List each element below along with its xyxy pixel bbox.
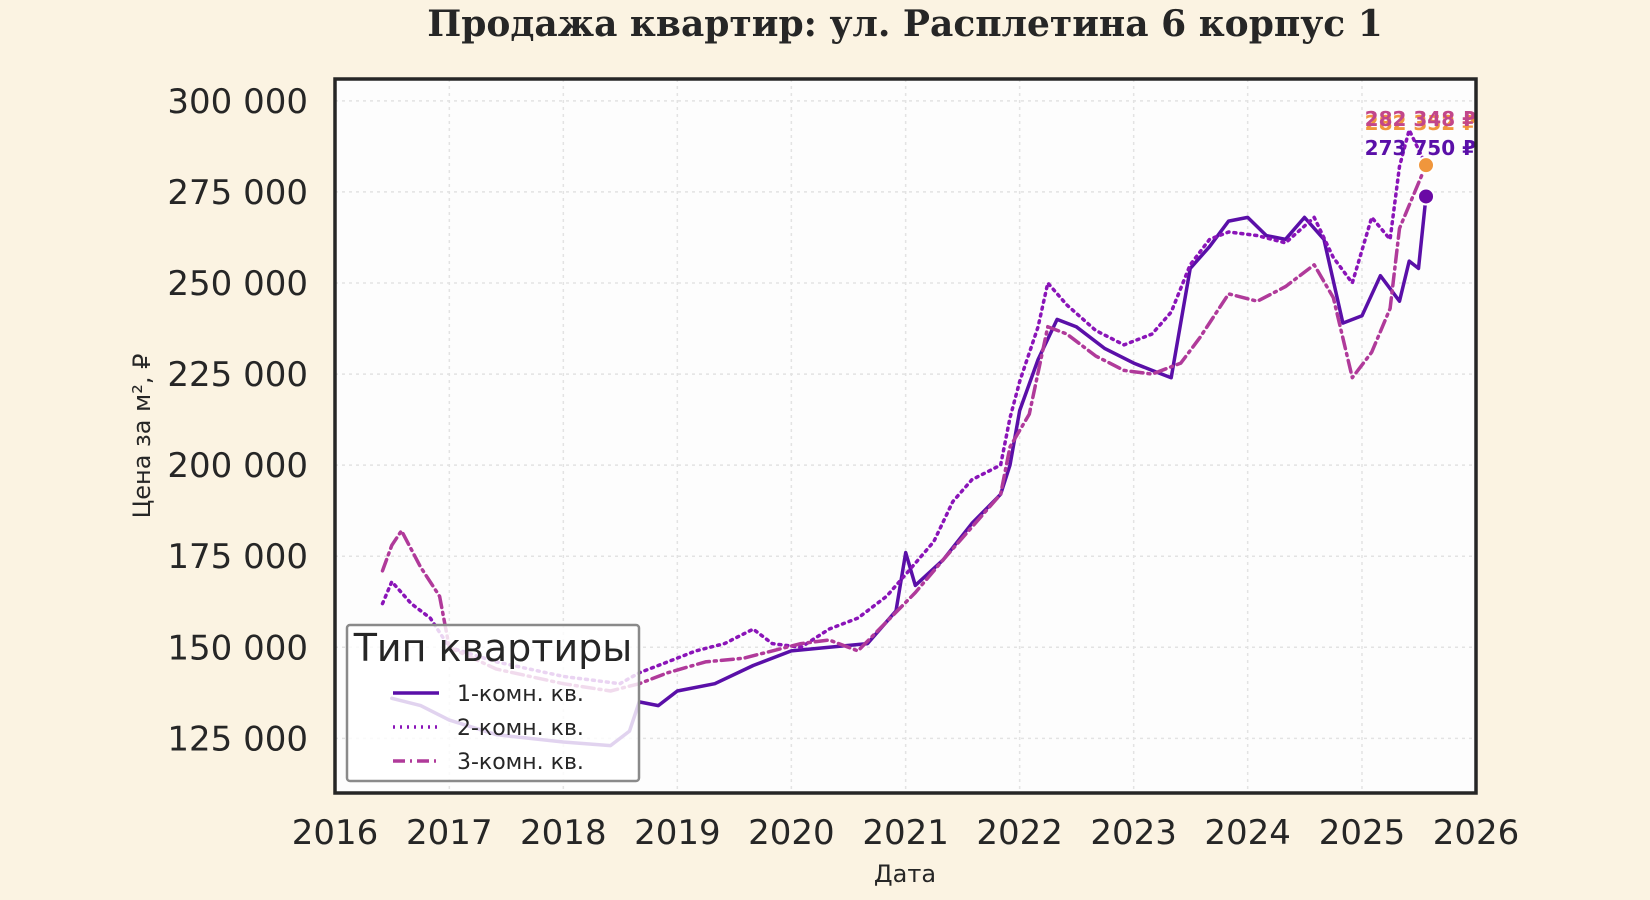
- x-tick-label: 2018: [520, 813, 607, 853]
- legend-label: 1-комн. кв.: [457, 682, 584, 707]
- x-tick-label: 2023: [1090, 813, 1177, 853]
- x-tick-label: 2022: [976, 813, 1063, 853]
- end-markers: [1417, 156, 1436, 206]
- plot-frame: [333, 77, 1478, 795]
- legend-title: Тип квартиры: [353, 626, 633, 670]
- y-tick-label: 300 000: [167, 82, 308, 122]
- y-tick-label: 200 000: [167, 446, 308, 486]
- x-axis-label: Дата: [874, 860, 936, 888]
- x-tick-label: 2026: [1433, 813, 1520, 853]
- x-tick-label: 2019: [634, 813, 721, 853]
- end-value-label: 282 352 ₽: [1365, 111, 1476, 135]
- y-ticks: 125 000 150 000 175 000 200 000 225 000 250 0…: [167, 82, 308, 759]
- chart-title: Продажа квартир: ул. Расплетина 6 корпус…: [427, 3, 1383, 45]
- y-tick-label: 125 000: [167, 719, 308, 759]
- legend-label: 3-комн. кв.: [457, 750, 584, 775]
- end-value-label: 273 750 ₽: [1365, 136, 1476, 160]
- y-tick-label: 225 000: [167, 355, 308, 395]
- x-tick-label: 2021: [862, 813, 949, 853]
- series-line-1: [390, 194, 1428, 748]
- end-value-label: 282 348 ₽: [1365, 107, 1476, 131]
- legend-box: [345, 623, 641, 783]
- x-tick-label: 2024: [1204, 813, 1291, 853]
- y-tick-label: 150 000: [167, 628, 308, 668]
- x-tick-label: 2017: [406, 813, 493, 853]
- legend-items: 1-комн. кв. 2-комн. кв. 3-комн. кв.: [393, 682, 584, 775]
- legend: Тип квартиры 1-комн. кв. 2-комн. кв. 3-ком…: [345, 623, 641, 783]
- end-marker: [1417, 156, 1436, 175]
- x-tick-label: 2025: [1319, 813, 1406, 853]
- y-axis-label: Цена за м², ₽: [128, 354, 156, 519]
- end-labels: 273 750 ₽282 352 ₽282 348 ₽: [1365, 107, 1476, 160]
- end-marker: [1417, 187, 1436, 206]
- legend-label: 2-комн. кв.: [457, 716, 584, 741]
- y-tick-label: 175 000: [167, 537, 308, 577]
- x-tick-label: 2020: [748, 813, 835, 853]
- y-tick-label: 275 000: [167, 173, 308, 213]
- x-ticks: 2016 2017 2018 2019 2020 2021 2022 2023 2024 2025…: [292, 813, 1520, 853]
- y-tick-label: 250 000: [167, 264, 308, 304]
- x-tick-label: 2016: [292, 813, 379, 853]
